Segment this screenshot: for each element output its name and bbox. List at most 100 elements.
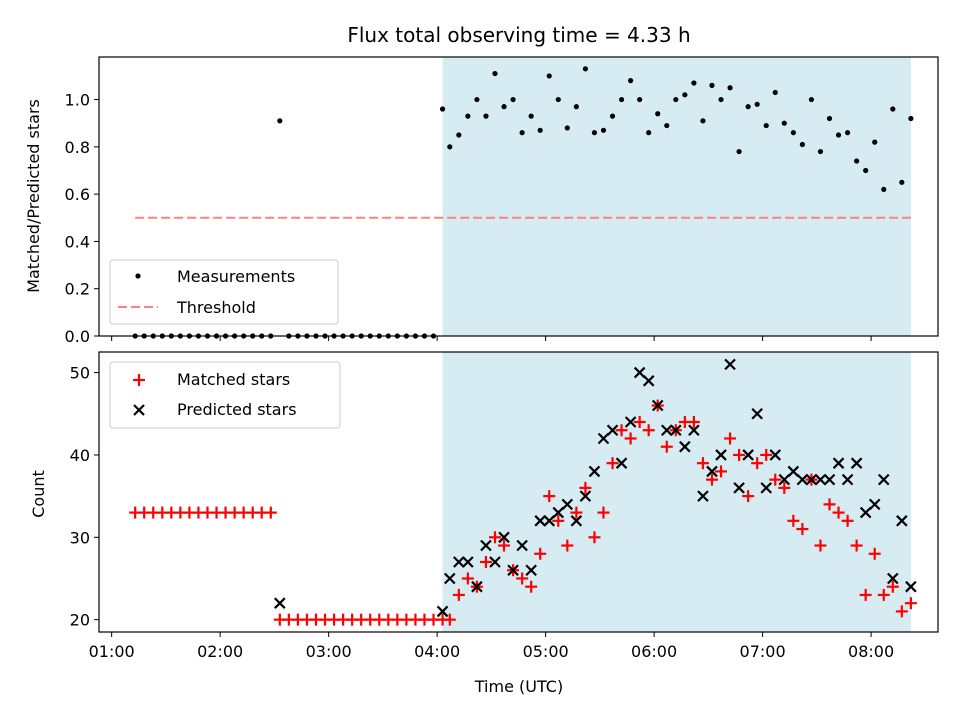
matched-star-point (660, 440, 673, 453)
measurement-point (501, 104, 507, 110)
predicted-star-point (832, 457, 845, 469)
measurement-point (439, 106, 446, 112)
ratio-x-ticks (111, 336, 872, 341)
count-x-tick-label: 06:00 (631, 642, 677, 661)
measurement-point (510, 96, 516, 103)
matched-star-point (841, 514, 854, 527)
measurement-point (456, 132, 462, 138)
measurement-point (808, 96, 815, 103)
legend-marker-predicted (133, 404, 145, 416)
measurement-point (492, 70, 498, 77)
matched-star-point (787, 514, 800, 527)
predicted-star-point (896, 515, 908, 527)
predicted-star-point (436, 605, 449, 618)
chart-title: Flux total observing time = 4.33 h (347, 23, 690, 47)
measurement-point (854, 158, 860, 164)
count-axes-frame (98, 351, 939, 633)
matched-star-point (606, 457, 619, 470)
predicted-star-point (525, 564, 537, 577)
measurement-point (908, 115, 914, 122)
matched-star-point (778, 481, 791, 494)
predicted-star-point (453, 556, 465, 568)
measurement-point (863, 167, 869, 174)
ratio-y-tick-label: 0.2 (65, 280, 90, 299)
predicted-star-point (471, 580, 483, 593)
matched-star-point (615, 424, 628, 437)
measurement-point (790, 130, 796, 136)
measurement-point (447, 144, 453, 150)
measurement-point (781, 120, 787, 126)
predicted-star-point (480, 539, 492, 552)
measurement-point (474, 96, 480, 103)
matched-star-point (552, 514, 565, 527)
legend-marker-matched (133, 374, 145, 386)
observing-window-shade-bottom (442, 352, 911, 632)
count-y-ticks: 20 30 40 50 (70, 364, 99, 630)
predicted-star-point (274, 597, 286, 609)
predicted-star-point (543, 515, 556, 527)
matched-star-point (498, 539, 511, 552)
predicted-star-point (498, 531, 510, 544)
matched-star-point (579, 481, 592, 494)
matched-star-point (588, 531, 601, 544)
ratio-legend-box (109, 259, 339, 325)
measurement-point (573, 104, 579, 110)
measurement-point (745, 104, 751, 110)
count-y-axis-label: Count (29, 470, 48, 518)
predicted-star-point (579, 490, 592, 502)
predicted-star-point (868, 498, 881, 511)
predicted-star-point (706, 465, 718, 478)
predicted-star-point (742, 449, 754, 461)
measurement-point (609, 113, 616, 119)
measurement-point (817, 148, 824, 155)
matched-star-point (832, 506, 845, 519)
predicted-star-point (597, 432, 610, 445)
count-y-tick-label: 40 (70, 446, 90, 465)
count-x-tick-label: 02:00 (197, 642, 243, 661)
matched-star-point (488, 531, 501, 544)
measurement-point (564, 125, 570, 131)
measurement-point (709, 82, 715, 88)
predicted-star-point (697, 490, 709, 502)
predicted-star-point (787, 465, 800, 478)
ratio-panel: 0.0 0.2 0.4 0.6 0.8 1.0 Flux total observing … (24, 23, 939, 346)
predicted-star-point (905, 580, 917, 593)
matched-star-point (452, 588, 465, 601)
matched-star-point (543, 490, 556, 503)
matched-star-point (443, 613, 456, 626)
predicted-star-point (651, 399, 664, 412)
predicted-star-point (534, 515, 546, 527)
matched-star-point (751, 457, 764, 470)
predicted-star-point (796, 473, 809, 486)
legend-marker-measurements (135, 273, 141, 279)
measurement-point (890, 106, 896, 112)
matched-star-point (733, 448, 746, 461)
predicted-star-point (624, 416, 637, 428)
ratio-y-tick-label: 1.0 (65, 91, 90, 110)
measurement-point (673, 96, 679, 103)
predicted-star-point (444, 572, 456, 585)
ratio-legend: Measurements Threshold (109, 259, 339, 325)
predicted-star-point (462, 556, 474, 568)
legend-label-threshold: Threshold (176, 298, 256, 317)
matched-star-point (823, 498, 836, 511)
ratio-y-axis-label: Matched/Predicted stars (24, 99, 43, 293)
predicted-star-point (724, 358, 736, 371)
matched-star-point (742, 490, 755, 503)
predicted-star-point (660, 424, 673, 437)
matched-star-point (479, 556, 492, 568)
predicted-star-point (615, 457, 628, 469)
matched-star-point (760, 448, 773, 461)
predicted-star-point (751, 407, 763, 420)
matched-star-point (525, 580, 538, 593)
matched-star-point (642, 424, 655, 437)
count-y-tick-label: 30 (70, 528, 90, 547)
measurement-point (727, 85, 733, 91)
legend-label-measurements: Measurements (177, 267, 295, 286)
count-x-tick-label: 05:00 (523, 642, 569, 661)
matched-star-point (534, 547, 547, 560)
predicted-star-point (733, 482, 745, 494)
measurement-point (465, 113, 471, 119)
predicted-star-point (769, 449, 782, 461)
